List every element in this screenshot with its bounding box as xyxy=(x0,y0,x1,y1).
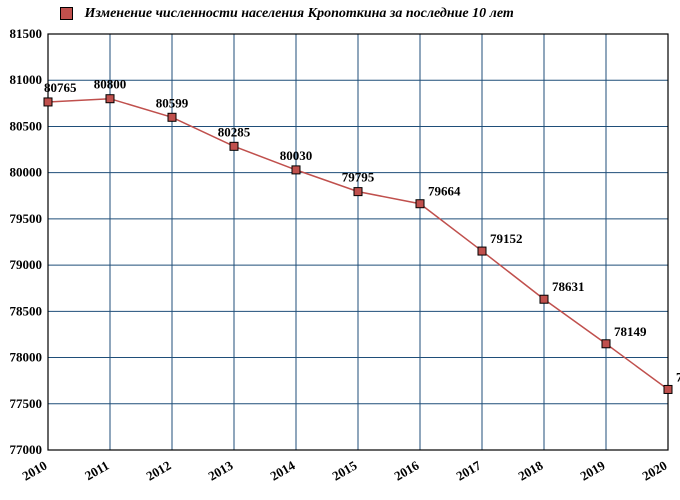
y-tick-label: 78500 xyxy=(10,303,43,318)
value-label: 77655 xyxy=(676,369,680,384)
data-marker xyxy=(354,188,362,196)
data-marker xyxy=(230,142,238,150)
population-chart: 77000 77500 78000 78500 79000 79500 80000 80500… xyxy=(0,0,680,500)
y-tick-label: 80500 xyxy=(10,118,43,133)
data-marker xyxy=(478,247,486,255)
y-tick-label: 79000 xyxy=(10,257,43,272)
value-label: 78149 xyxy=(614,324,647,339)
data-marker xyxy=(106,95,114,103)
value-label: 79664 xyxy=(428,184,461,199)
value-label: 78631 xyxy=(552,279,585,294)
value-label: 80285 xyxy=(218,124,251,139)
value-label: 79795 xyxy=(342,170,375,185)
value-label: 80800 xyxy=(94,77,127,92)
data-marker xyxy=(168,113,176,121)
data-marker xyxy=(416,200,424,208)
legend: Изменение численности населения Кропотки… xyxy=(60,6,514,22)
y-tick-label: 78000 xyxy=(10,350,43,365)
data-marker xyxy=(602,340,610,348)
y-tick-label: 77500 xyxy=(10,396,43,411)
data-marker xyxy=(664,385,672,393)
data-marker xyxy=(292,166,300,174)
value-label: 79152 xyxy=(490,231,523,246)
legend-swatch xyxy=(60,7,73,20)
y-tick-label: 77000 xyxy=(10,442,43,457)
y-tick-label: 80000 xyxy=(10,165,43,180)
data-marker xyxy=(540,295,548,303)
y-tick-label: 79500 xyxy=(10,211,43,226)
value-label: 80765 xyxy=(44,80,77,95)
y-tick-label: 81500 xyxy=(10,26,43,41)
y-tick-label: 81000 xyxy=(10,72,43,87)
data-marker xyxy=(44,98,52,106)
legend-label: Изменение численности населения Кропотки… xyxy=(85,6,514,21)
value-label: 80030 xyxy=(280,148,313,163)
value-label: 80599 xyxy=(156,95,189,110)
